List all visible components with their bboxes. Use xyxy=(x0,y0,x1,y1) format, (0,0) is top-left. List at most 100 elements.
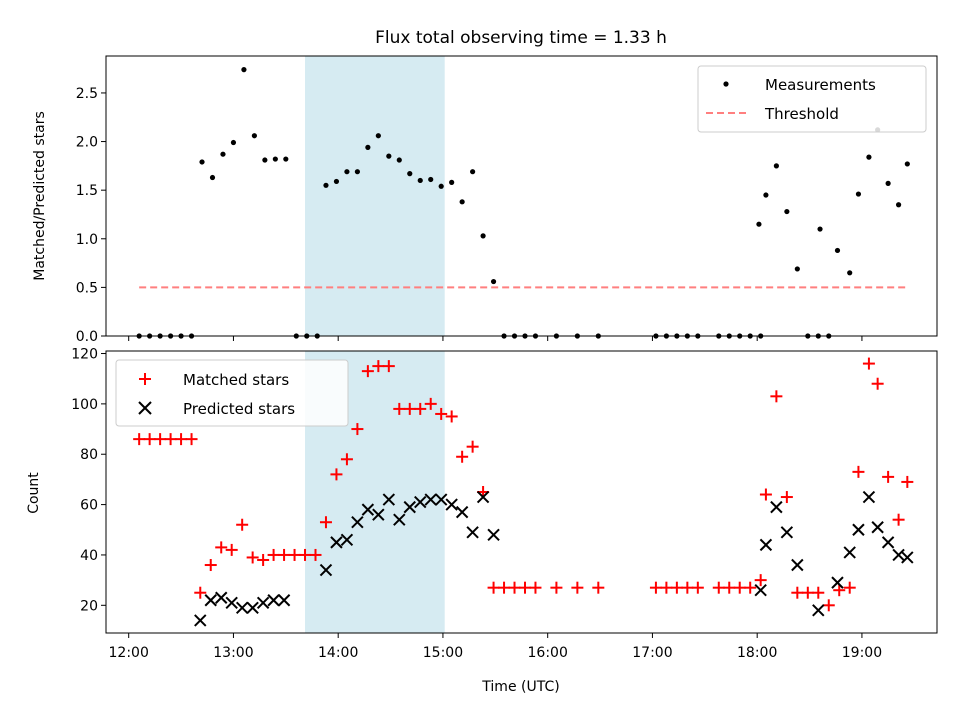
matched-stars-point xyxy=(143,433,156,446)
matched-stars-point xyxy=(236,518,249,531)
measurements-point xyxy=(855,191,862,197)
matched-stars-point xyxy=(712,581,725,594)
ratio-panel-marks xyxy=(136,67,910,339)
predicted-stars-point xyxy=(901,551,914,564)
matched-stars-point xyxy=(770,390,783,403)
count-panel-marks xyxy=(133,357,914,627)
y-tick-label: 1.0 xyxy=(76,232,98,248)
measurements-point xyxy=(241,67,247,73)
measurements-point xyxy=(784,208,790,215)
matched-stars-point xyxy=(204,559,217,572)
y-tick-label: 80 xyxy=(80,447,98,463)
matched-stars-point xyxy=(892,513,905,526)
matched-stars-point xyxy=(862,357,875,370)
measurements-point xyxy=(490,278,497,285)
predicted-stars-point xyxy=(754,583,767,597)
ratio-panel-span xyxy=(305,56,445,336)
matched-stars-point xyxy=(550,581,563,594)
predicted-stars-point xyxy=(256,596,270,609)
y-tick-label: 120 xyxy=(71,347,98,363)
y-tick-label: 1.5 xyxy=(76,183,98,199)
matched-stars-point xyxy=(649,581,662,594)
matched-stars-point xyxy=(278,548,291,561)
matched-stars-point xyxy=(403,402,416,415)
count-panel: 12:00 13:00 14:00 15:00 16:00 17:00 18:00 19:00… xyxy=(26,347,938,661)
measurements-point xyxy=(449,179,455,185)
matched-stars-point xyxy=(744,581,757,594)
matched-stars-point xyxy=(319,516,332,529)
x-tick-label: 13:00 xyxy=(213,645,253,661)
predicted-stars-point xyxy=(455,505,469,519)
chart-title: Flux total observing time = 1.33 h xyxy=(375,28,667,48)
x-tick-label: 17:00 xyxy=(632,645,672,661)
measurements-point xyxy=(470,169,476,175)
ratio-panel-ticks: 0.0 0.5 1.0 1.5 2.0 2.5 xyxy=(76,86,863,345)
ratio-panel-frame xyxy=(105,55,938,337)
y-tick-label: 100 xyxy=(71,397,98,413)
x-tick-label: 12:00 xyxy=(109,645,149,661)
measurements-point xyxy=(199,159,205,165)
measurements-point xyxy=(763,192,769,198)
legend-predicted-marker xyxy=(138,401,152,415)
matched-stars-point xyxy=(571,581,584,594)
count-panel-frame xyxy=(105,350,938,634)
matched-stars-point xyxy=(372,360,385,373)
predicted-stars-point xyxy=(277,594,291,607)
matched-stars-point xyxy=(185,433,198,446)
matched-stars-point xyxy=(852,465,865,478)
legend-matched-marker xyxy=(139,373,151,385)
y-tick-label: 20 xyxy=(80,598,98,614)
predicted-stars-point xyxy=(871,521,884,534)
matched-stars-point xyxy=(822,599,835,612)
matched-stars-point xyxy=(246,551,259,564)
predicted-stars-point xyxy=(225,596,238,609)
measurements-point xyxy=(365,144,371,150)
matched-stars-point xyxy=(309,548,322,561)
y-tick-label: 40 xyxy=(80,548,98,564)
matched-stars-point xyxy=(466,440,479,453)
matched-stars-point xyxy=(164,433,177,446)
predicted-stars-point xyxy=(831,576,844,589)
matched-stars-point xyxy=(487,581,500,594)
y-tick-label: 0.0 xyxy=(76,329,98,345)
measurements-point xyxy=(773,163,779,169)
matched-stars-point xyxy=(215,541,228,554)
measurements-point xyxy=(323,182,329,188)
predicted-stars-point xyxy=(235,601,249,615)
measurements-point xyxy=(375,133,381,139)
matched-stars-point xyxy=(299,548,312,561)
measurements-point xyxy=(396,157,402,163)
ratio-legend-box xyxy=(697,65,927,133)
measurements-point xyxy=(480,233,486,239)
measurements-point xyxy=(895,202,902,208)
measurements-point xyxy=(794,266,800,272)
measurements-point xyxy=(417,177,423,184)
matched-stars-point xyxy=(681,581,694,594)
matched-stars-point xyxy=(194,586,207,599)
matched-stars-point xyxy=(445,410,458,423)
predicted-stars-point xyxy=(852,523,865,536)
measurements-point xyxy=(438,183,444,189)
matched-stars-point xyxy=(435,407,448,420)
predicted-stars-point xyxy=(466,526,479,539)
measurements-point xyxy=(209,174,216,181)
ratio-panel-ylabel: Matched/Predicted stars xyxy=(32,111,48,281)
y-tick-label: 2.0 xyxy=(76,135,98,151)
matched-stars-point xyxy=(592,581,605,594)
matched-stars-point xyxy=(670,581,683,594)
x-axis-label: Time (UTC) xyxy=(481,679,559,695)
predicted-stars-point xyxy=(791,558,804,572)
matched-stars-point xyxy=(456,450,469,463)
y-tick-label: 0.5 xyxy=(76,280,98,296)
matched-stars-point xyxy=(901,475,914,488)
predicted-stars-point xyxy=(267,594,280,607)
count-legend: Matched stars Predicted stars xyxy=(115,359,349,427)
legend-matched-label: Matched stars xyxy=(183,371,289,389)
count-panel-ylabel: Count xyxy=(26,472,42,514)
predicted-stars-point xyxy=(414,495,427,509)
predicted-stars-point xyxy=(780,526,794,539)
matched-stars-point xyxy=(351,423,364,436)
predicted-stars-point xyxy=(204,594,217,607)
measurements-point xyxy=(756,221,762,227)
